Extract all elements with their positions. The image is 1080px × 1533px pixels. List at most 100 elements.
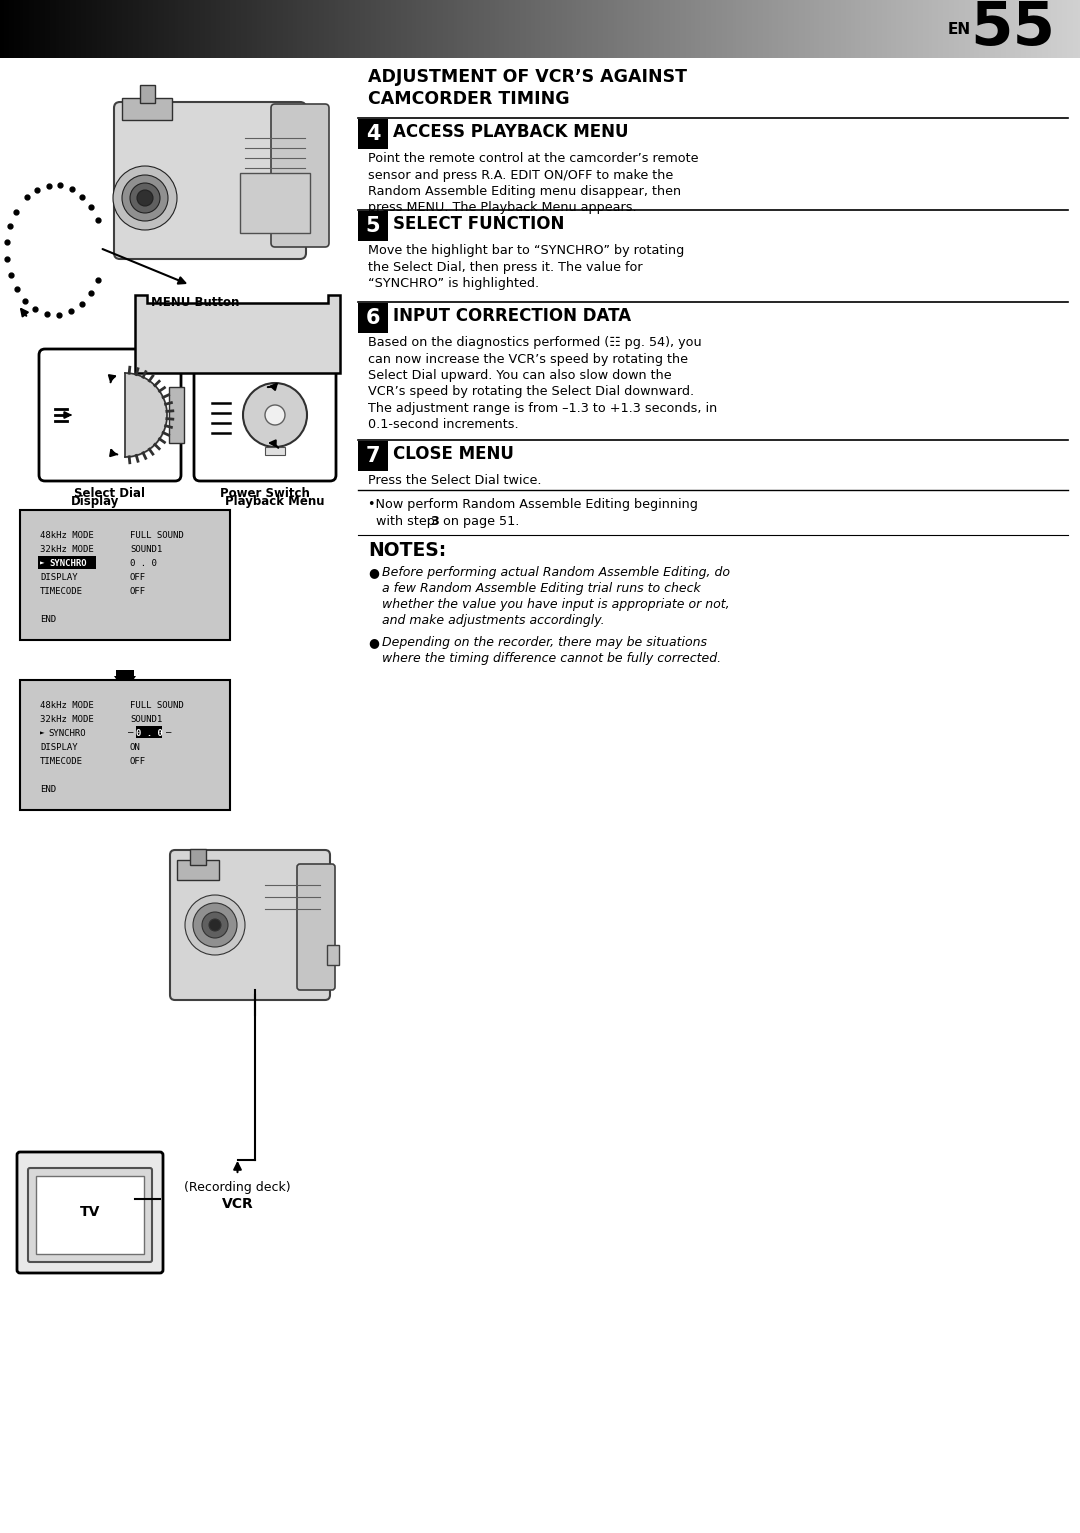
Bar	[337, 0, 339, 58]
Bar	[721, 0, 724, 58]
Bar	[72, 0, 75, 58]
Bar	[774, 0, 777, 58]
Bar	[961, 0, 963, 58]
Bar	[991, 0, 994, 58]
Bar	[392, 0, 394, 58]
Bar	[751, 0, 753, 58]
Bar	[596, 0, 598, 58]
Circle shape	[265, 405, 285, 425]
Bar	[967, 0, 969, 58]
Bar	[864, 0, 866, 58]
Bar	[292, 0, 294, 58]
Bar	[524, 0, 526, 58]
Bar	[516, 0, 518, 58]
Bar	[758, 0, 760, 58]
Bar	[270, 0, 272, 58]
Bar	[1071, 0, 1074, 58]
Bar	[252, 0, 254, 58]
Circle shape	[193, 903, 237, 947]
Bar	[165, 0, 167, 58]
Text: TIMECODE: TIMECODE	[40, 756, 83, 765]
Bar	[694, 0, 697, 58]
Bar	[110, 0, 112, 58]
Bar	[1077, 0, 1079, 58]
Bar	[963, 0, 966, 58]
Text: OFF: OFF	[130, 587, 146, 595]
Bar	[570, 0, 572, 58]
Bar	[396, 0, 399, 58]
Bar	[891, 0, 893, 58]
Bar	[718, 0, 720, 58]
Text: 4: 4	[366, 124, 380, 144]
Bar	[1034, 0, 1036, 58]
Bar	[157, 0, 159, 58]
Bar	[46, 0, 49, 58]
Bar	[610, 0, 612, 58]
Bar	[122, 0, 124, 58]
Bar	[772, 0, 774, 58]
Text: FULL SOUND: FULL SOUND	[130, 701, 184, 710]
Bar	[532, 0, 535, 58]
Bar	[1028, 0, 1030, 58]
Bar	[418, 0, 420, 58]
Bar	[515, 0, 517, 58]
Bar	[22, 0, 24, 58]
Bar	[875, 0, 877, 58]
Bar	[794, 0, 796, 58]
Text: ADJUSTMENT OF VCR’S AGAINST: ADJUSTMENT OF VCR’S AGAINST	[368, 67, 687, 86]
Bar	[56, 0, 58, 58]
Bar	[97, 0, 99, 58]
Bar	[551, 0, 553, 58]
Bar	[137, 0, 139, 58]
Text: 0 . 0: 0 . 0	[136, 728, 162, 737]
Bar	[194, 0, 197, 58]
Bar	[661, 0, 663, 58]
Bar	[651, 0, 653, 58]
Bar	[251, 0, 253, 58]
Bar	[646, 0, 648, 58]
Bar	[59, 0, 62, 58]
Bar	[459, 0, 461, 58]
Bar	[970, 0, 972, 58]
Bar	[729, 0, 731, 58]
Bar	[1055, 0, 1057, 58]
Bar	[691, 0, 693, 58]
Polygon shape	[135, 294, 340, 373]
Bar	[756, 0, 758, 58]
Bar	[357, 304, 388, 333]
Bar	[332, 0, 334, 58]
Bar	[886, 0, 888, 58]
Bar	[1023, 0, 1025, 58]
Bar	[862, 0, 864, 58]
Bar	[387, 0, 389, 58]
Text: Based on the diagnostics performed (☷ pg. 54), you: Based on the diagnostics performed (☷ pg…	[368, 336, 702, 350]
Bar	[486, 0, 488, 58]
Bar	[211, 0, 213, 58]
FancyBboxPatch shape	[194, 350, 336, 481]
Bar	[537, 0, 539, 58]
Bar	[889, 0, 891, 58]
Bar	[275, 0, 278, 58]
Bar	[824, 0, 826, 58]
Bar	[882, 0, 885, 58]
Bar	[117, 0, 119, 58]
Bar	[996, 0, 998, 58]
Bar	[386, 0, 388, 58]
Bar	[99, 0, 102, 58]
Bar	[748, 0, 751, 58]
Bar	[246, 0, 248, 58]
Bar	[306, 0, 308, 58]
FancyBboxPatch shape	[17, 1151, 163, 1272]
Bar	[136, 727, 162, 737]
Bar	[689, 0, 691, 58]
Bar	[478, 0, 481, 58]
Bar	[36, 1176, 144, 1254]
Bar	[899, 0, 901, 58]
Bar	[180, 0, 183, 58]
Bar	[35, 0, 37, 58]
Bar	[57, 0, 59, 58]
Bar	[245, 0, 247, 58]
Bar	[491, 0, 494, 58]
Bar	[932, 0, 934, 58]
Bar	[589, 0, 591, 58]
